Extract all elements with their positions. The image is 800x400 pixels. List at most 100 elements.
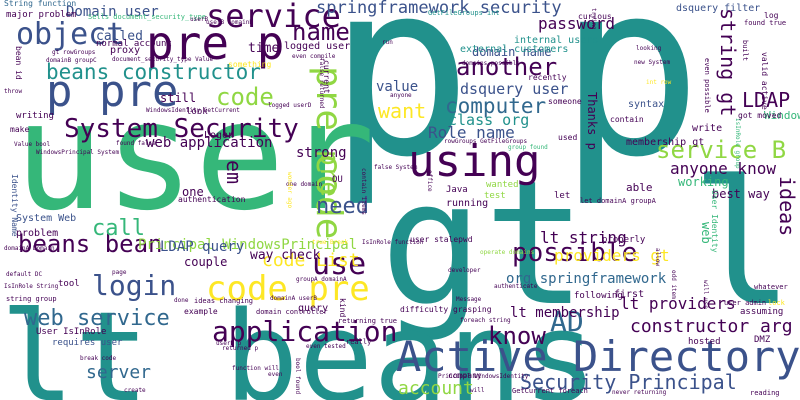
word: assuming [740, 307, 784, 317]
word: test [484, 191, 506, 201]
word: domain name [472, 45, 552, 59]
word: best way [712, 187, 770, 201]
word: computer [445, 94, 547, 118]
word: done [174, 297, 189, 304]
word: want [378, 99, 427, 123]
word: service B [656, 136, 787, 164]
word: password [538, 14, 616, 33]
word: recently [528, 73, 567, 82]
word: domainB groupC [46, 57, 97, 64]
word: syntax [628, 99, 665, 110]
word: p pre [46, 66, 179, 117]
word: difficulty grasping [400, 305, 492, 314]
word: web service [24, 306, 170, 331]
word: let [554, 191, 571, 201]
word: using [408, 136, 541, 187]
word: user [14, 70, 376, 244]
word: WindowsIdentity GetCurrent [146, 107, 240, 114]
word: possible [512, 238, 638, 268]
word: returning true [338, 317, 398, 325]
word: wanted [486, 180, 519, 190]
word: one [182, 185, 204, 199]
word: lt membership [510, 305, 620, 321]
word: domainA userB [270, 295, 317, 302]
word: dsquery filter [676, 3, 761, 14]
word: new System [634, 59, 671, 66]
word: run [382, 39, 393, 46]
word: lt string [540, 228, 627, 247]
word: web [699, 222, 713, 244]
word: problem [16, 228, 59, 239]
word: still [160, 91, 197, 105]
word: AD [550, 305, 584, 338]
word: create [124, 387, 146, 394]
word: int row [646, 79, 672, 86]
word: logged userD [268, 102, 312, 109]
word: User IsInRole [36, 327, 107, 337]
word: gt rowGroups [52, 49, 96, 56]
word: external customers [460, 44, 569, 55]
word: anyone [390, 92, 412, 99]
word: p [328, 0, 473, 210]
word: major problem [6, 10, 77, 20]
word: know [488, 322, 546, 350]
word: ideas [775, 176, 799, 237]
word: LDAP query [160, 239, 245, 255]
word: userB domainB [206, 19, 253, 26]
word: page [112, 269, 127, 276]
word: requires user [52, 338, 123, 348]
word: Principal WindowsPrincipal [138, 237, 358, 253]
word: following [574, 291, 623, 301]
word: let domainA groupA [580, 197, 656, 205]
word: really [346, 338, 372, 346]
word: curious [578, 12, 612, 21]
word: System Security [64, 114, 299, 144]
word: GetCurrent foreach [512, 387, 588, 395]
word: company [448, 371, 482, 380]
word: write [692, 123, 723, 134]
word: false System [374, 164, 418, 171]
word: bean id [14, 46, 23, 80]
word: someone [548, 97, 582, 106]
word: OU [332, 175, 343, 185]
word: time [248, 41, 280, 56]
word: System Web [16, 213, 77, 224]
word: called [96, 29, 143, 44]
word: object [16, 17, 125, 52]
word: found false [116, 140, 156, 147]
word: got moved [738, 111, 782, 120]
word: able [626, 181, 653, 194]
word: groupA domainA [296, 276, 347, 283]
word: trying [590, 8, 597, 30]
word: working [678, 175, 729, 189]
word: IsInRole group [734, 118, 741, 169]
word: foreach string [460, 317, 511, 324]
word: way check [250, 248, 321, 263]
word: Security Principal [520, 370, 737, 394]
word: p [558, 0, 703, 210]
word: Message [456, 296, 482, 303]
word: service [206, 0, 341, 35]
word: even possible [703, 58, 711, 113]
word: web application [146, 135, 273, 151]
word: looking [636, 45, 662, 52]
word: logged user [284, 41, 351, 52]
word: valid active [760, 52, 769, 110]
word: IsInRole function [362, 239, 424, 246]
word: dsquery user [460, 80, 569, 98]
word: user stalepwd [410, 235, 473, 244]
word: user admin [724, 299, 767, 307]
word: hosted [688, 337, 721, 347]
word: need [316, 194, 369, 219]
word: pre p [146, 16, 285, 70]
word: Principal WindowsIdentity [438, 373, 529, 380]
word: reading [750, 389, 780, 397]
word: look [186, 107, 208, 117]
word: call [92, 216, 145, 241]
word: gt lt [380, 143, 800, 344]
word: even [268, 371, 283, 378]
word: allow [654, 248, 661, 267]
word: Domain user [66, 4, 159, 20]
word: domain controller [256, 308, 328, 316]
